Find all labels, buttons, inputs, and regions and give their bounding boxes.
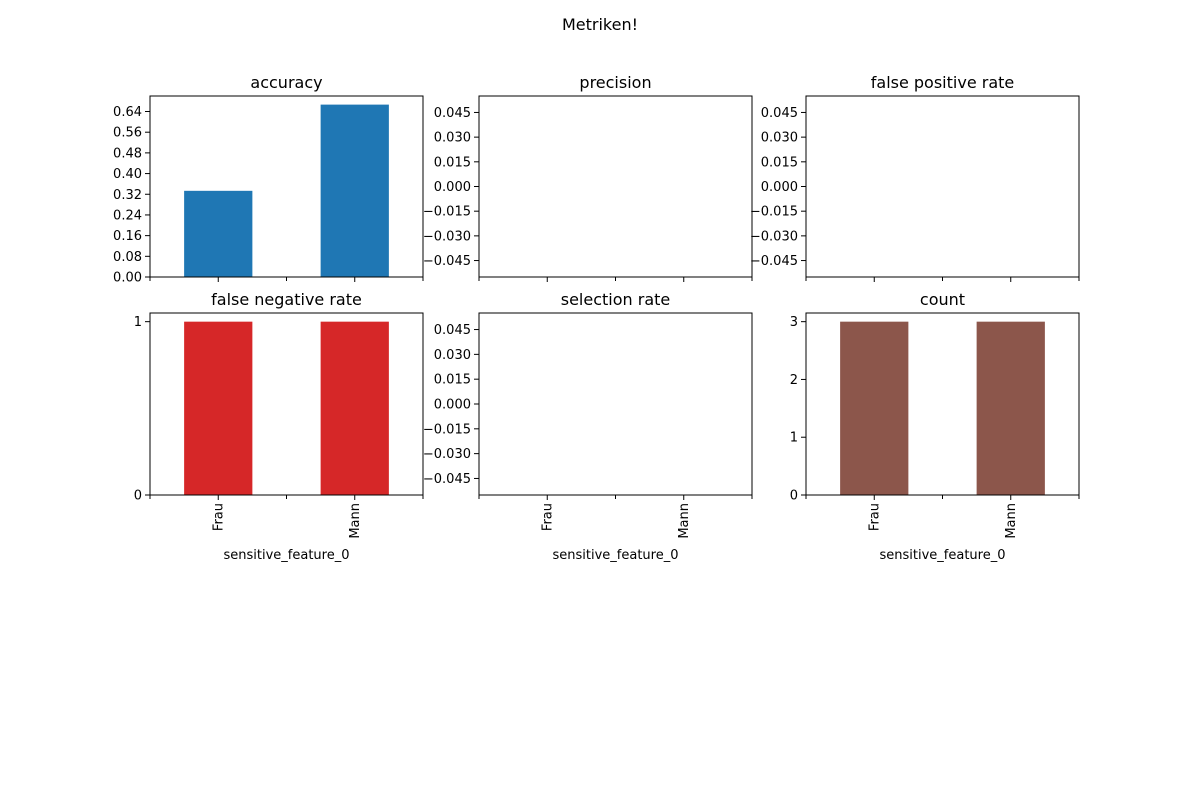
x-tick-label: Frau (211, 503, 226, 531)
figure-suptitle: Metriken! (562, 15, 638, 34)
subplot-precision: precision −0.045 −0.030 −0.015 0.000 0.015 0.0… (423, 73, 753, 282)
y-tick-label: 1 (790, 431, 798, 446)
subplot-title: count (920, 290, 965, 309)
y-tick-label: 3 (790, 315, 798, 330)
y-tick-label: 2 (790, 373, 798, 388)
y-tick-label: 0.16 (113, 229, 142, 244)
y-tick-label: 0.000 (434, 180, 471, 195)
y-tick-label: 0.24 (113, 208, 142, 223)
bar (320, 321, 389, 495)
y-tick-label: −0.030 (750, 229, 798, 244)
y-tick-label: 0 (790, 489, 798, 504)
y-tick-label: −0.030 (423, 229, 471, 244)
y-tick-label: −0.045 (423, 254, 471, 269)
bar (840, 321, 909, 495)
bar (184, 321, 253, 495)
bar (976, 321, 1045, 495)
y-tick-label: 0.08 (113, 250, 142, 265)
y-tick-label: 0.045 (434, 323, 471, 338)
axes-frame (805, 95, 1080, 278)
y-tick-label: −0.030 (423, 447, 471, 462)
subplot-title: accuracy (250, 73, 322, 92)
y-tick-label: 0.56 (113, 126, 142, 141)
y-tick-label: 0.030 (761, 131, 798, 146)
bar (184, 190, 253, 277)
y-tick-label: 0.015 (434, 373, 471, 388)
axes-frame (478, 95, 753, 278)
x-tick-label: Mann (1004, 503, 1019, 539)
x-axis-label: sensitive_feature_0 (552, 548, 678, 563)
y-tick-label: 0.045 (434, 106, 471, 121)
y-tick-label: 0.64 (113, 105, 142, 120)
y-tick-label: −0.045 (423, 472, 471, 487)
subplot-title: false negative rate (211, 290, 362, 309)
bar (320, 104, 389, 277)
subplot-title: precision (579, 73, 651, 92)
x-tick-label: Frau (867, 503, 882, 531)
y-tick-label: 0.000 (761, 180, 798, 195)
y-tick-label: 0.32 (113, 188, 142, 203)
subplot-count: count 0 1 2 3 Frau Mann sensitive_feature_0 (790, 290, 1080, 563)
y-tick-label: 0.045 (761, 106, 798, 121)
x-tick-label: Mann (677, 503, 692, 539)
subplot-accuracy: accuracy 0.00 0.08 0.16 0.24 0.32 0.40 0.48 0.56… (113, 73, 424, 286)
y-tick-label: 0.000 (434, 398, 471, 413)
y-tick-label: −0.015 (423, 422, 471, 437)
y-tick-label: 0.030 (434, 348, 471, 363)
subplot-false-negative-rate: false negative rate 0 1 Frau Mann sensitive_f… (134, 290, 424, 563)
y-tick-label: 0.48 (113, 146, 142, 161)
subplot-false-positive-rate: false positive rate −0.045 −0.030 −0.015 0.0… (750, 73, 1080, 282)
subplot-title: false positive rate (871, 73, 1015, 92)
axes-frame (478, 312, 753, 496)
y-tick-label: 0.030 (434, 131, 471, 146)
y-tick-label: −0.015 (423, 205, 471, 220)
x-tick-label: Frau (540, 503, 555, 531)
y-tick-label: −0.015 (750, 205, 798, 220)
x-axis-label: sensitive_feature_0 (879, 548, 1005, 563)
y-tick-label: 0.00 (113, 271, 142, 286)
x-tick-label: Mann (348, 503, 363, 539)
subplot-title: selection rate (561, 290, 671, 309)
y-tick-label: 0.015 (434, 155, 471, 170)
x-axis-label: sensitive_feature_0 (223, 548, 349, 563)
y-tick-label: 0.015 (761, 155, 798, 170)
y-tick-label: 0 (134, 489, 142, 504)
y-tick-label: 1 (134, 315, 142, 330)
y-tick-label: 0.40 (113, 167, 142, 182)
y-tick-label: −0.045 (750, 254, 798, 269)
subplot-selection-rate: selection rate −0.045 −0.030 −0.015 0.000 0.0… (423, 290, 753, 563)
